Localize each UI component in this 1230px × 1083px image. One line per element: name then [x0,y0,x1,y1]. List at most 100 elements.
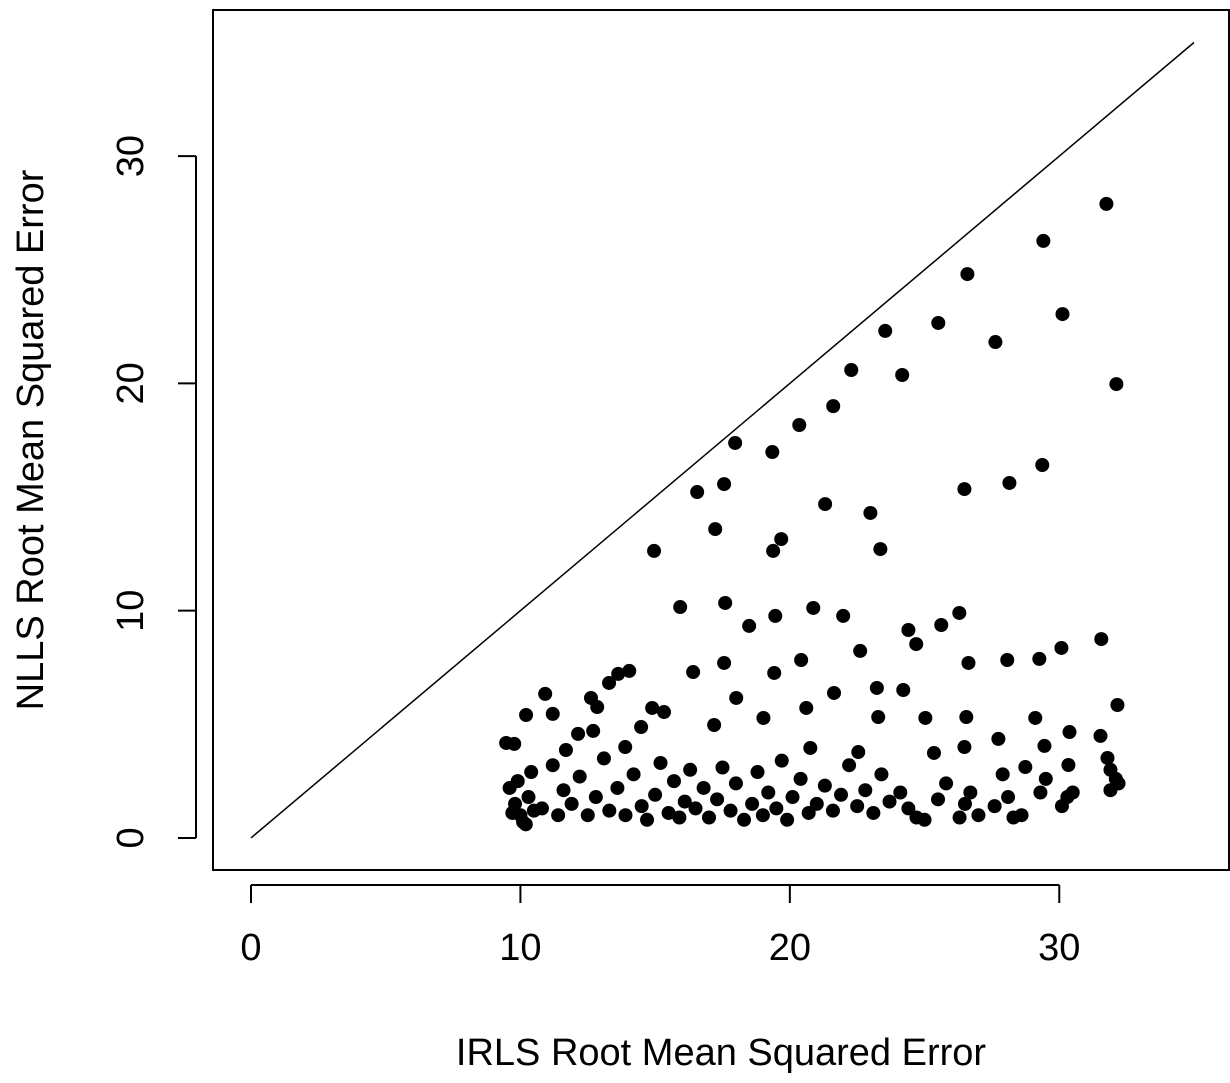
scatter-point [634,720,649,735]
scatter-point [1002,475,1017,490]
y-tick-label: 20 [110,362,152,404]
scatter-point [661,805,676,820]
scatter-point [817,778,832,793]
scatter-point [708,522,723,537]
scatter-point [538,686,553,701]
scatter-point [987,799,1002,814]
scatter-point [1038,771,1053,786]
x-tick-label: 10 [499,927,541,969]
scatter-point [818,497,833,512]
scatter-point [657,705,672,720]
scatter-point [851,745,866,760]
scatter-point [761,785,776,800]
scatter-point [882,794,897,809]
scatter-point [785,790,800,805]
scatter-point [677,794,692,809]
scatter-point [653,755,668,770]
y-tick-label: 10 [110,590,152,632]
scatter-point [715,760,730,775]
scatter-point [766,543,781,558]
scatter-point [618,808,633,823]
scatter-point [521,790,536,805]
scatter-point [995,767,1010,782]
scatter-point [696,780,711,795]
scatter-point [1111,776,1126,791]
scatter-point [957,796,972,811]
y-axis-label: NLLS Root Mean Squared Error [10,169,52,710]
scatter-point [728,776,743,791]
scatter-point [960,267,975,282]
scatter-point [564,796,579,811]
scatter-point [690,485,705,500]
scatter-point [809,796,824,811]
scatter-point [673,600,688,615]
scatter-point [672,810,687,825]
scatter-point [524,765,539,780]
scatter-point [931,792,946,807]
scatter-point [896,683,911,697]
scatter-point [745,796,760,811]
scatter-point [1065,785,1080,800]
scatter-point [1099,196,1114,211]
scatter-point [545,758,560,773]
scatter-point [723,803,738,818]
scatter-point [917,812,932,827]
scatter-point [926,745,941,760]
scatter-point [618,740,633,755]
scatter-point [1103,762,1118,777]
y-tick-label: 30 [110,135,152,177]
scatter-point [869,680,884,695]
scatter-point [765,445,780,460]
scatter-point [799,700,814,715]
scatter-point [756,710,771,725]
scatter-point [792,418,807,432]
scatter-point [666,774,681,789]
scatter-point [878,323,893,338]
scatter-point [683,762,698,777]
scatter-point [901,801,916,816]
scatter-point [551,808,566,823]
scatter-point [1035,458,1050,472]
plot-frame [212,9,1230,871]
scatter-point [961,655,976,670]
scatter-point [1028,710,1043,725]
scatter-point [622,663,637,678]
scatter-point [707,718,722,732]
scatter-point [717,655,732,670]
scatter-point [534,801,549,816]
scatter-point [803,740,818,755]
scatter-point [1062,725,1077,740]
scatter-point [611,666,626,681]
scatter-point [895,368,910,382]
scatter-point [647,543,662,558]
scatter-point [648,787,663,802]
scatter-point [909,637,924,652]
y-tick-label: 0 [110,827,152,848]
scatter-point [1100,750,1115,765]
reference-line [250,41,1195,839]
scatter-point [1032,651,1047,666]
scatter-point [688,801,703,816]
scatter-point [1036,233,1051,248]
scatter-point [742,618,757,633]
scatter-point [602,675,617,690]
scatter-point [971,808,986,823]
scatter-point [836,608,851,623]
x-tick-label: 20 [769,927,811,969]
scatter-point [640,812,655,827]
scatter-point [850,799,865,814]
scatter-point [755,808,770,823]
scatter-point [717,477,732,492]
scatter-point [626,767,641,782]
scatter-point [844,363,859,377]
scatter-point [826,399,841,414]
scatter-point [863,505,878,520]
scatter-point [505,805,520,820]
scatter-point [1094,632,1109,647]
scatter-point [718,595,733,610]
scatter-point [853,643,868,658]
scatter-point [507,736,522,751]
scatter-point [827,685,842,700]
scatter-point [1110,698,1125,712]
